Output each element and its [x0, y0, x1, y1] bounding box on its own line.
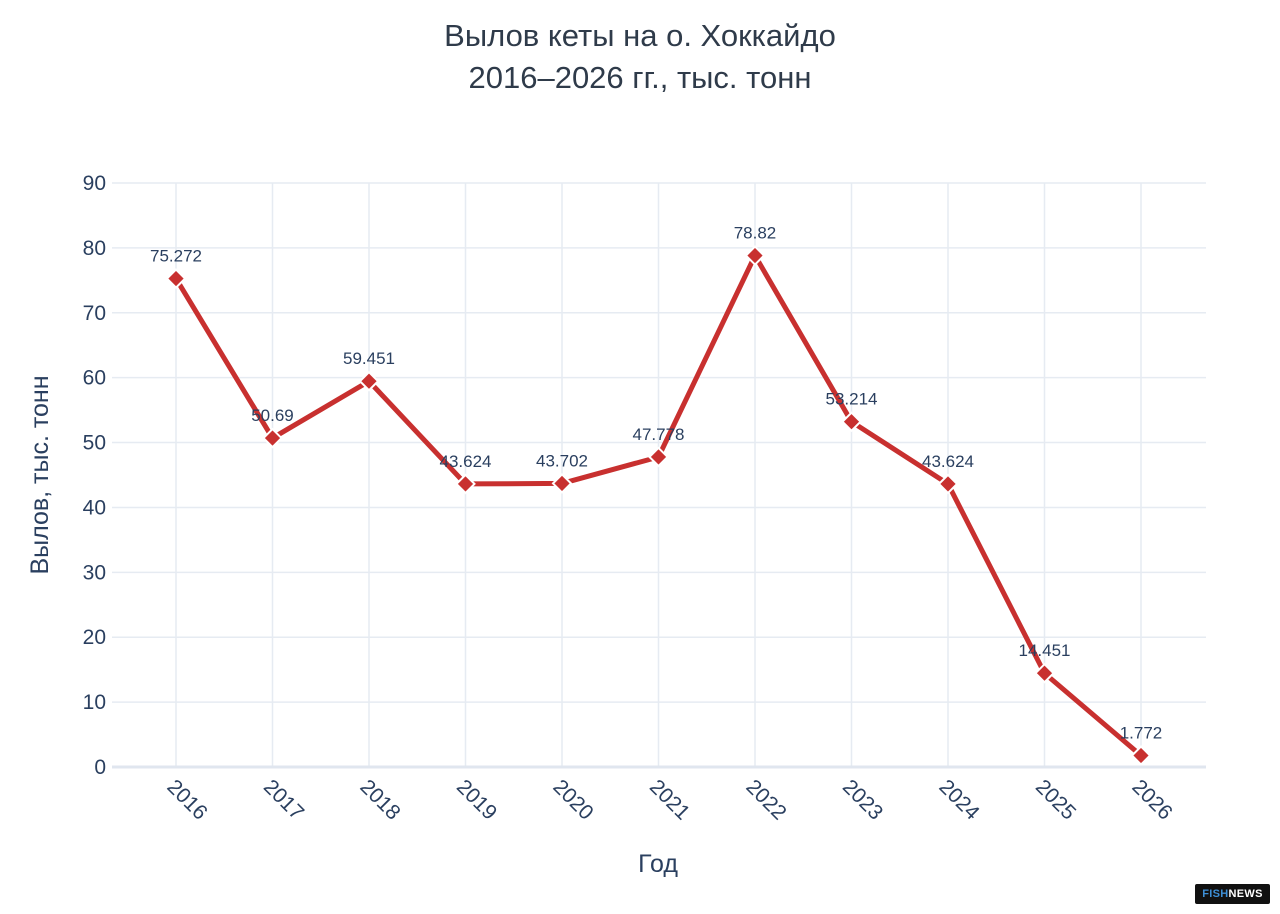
x-tick-label: 2018	[355, 775, 404, 824]
data-label: 53.214	[826, 390, 878, 409]
data-label: 43.624	[922, 452, 974, 471]
x-tick-label: 2024	[934, 775, 984, 825]
data-point	[1034, 662, 1055, 684]
data-label: 43.702	[536, 451, 588, 470]
data-point	[455, 473, 476, 495]
data-point	[358, 370, 380, 392]
x-tick-label: 2020	[548, 775, 597, 824]
y-axis-title: Вылов, тыс. тонн	[26, 375, 54, 574]
data-point	[262, 427, 283, 449]
data-label: 75.272	[150, 247, 202, 266]
x-tick-label: 2019	[452, 775, 501, 824]
data-point	[937, 473, 959, 495]
data-label: 78.82	[734, 224, 777, 243]
axes: 0 10 20 30 40 50 60 70 80 90 2016 2017 2018 2019 2020 2…	[83, 172, 1177, 825]
y-tick-label: 50	[83, 432, 106, 455]
data-point	[1130, 745, 1152, 766]
y-tick-label: 20	[83, 626, 106, 649]
data-point	[551, 473, 573, 494]
data-point	[744, 245, 766, 266]
data-point	[648, 446, 669, 468]
y-tick-label: 0	[94, 756, 106, 779]
x-tick-label: 2017	[259, 775, 308, 824]
series-catch	[165, 245, 1152, 766]
x-tick-label: 2026	[1127, 775, 1176, 824]
y-tick-label: 90	[83, 172, 106, 195]
data-label: 43.624	[440, 452, 492, 471]
logo-part-fish: FISH	[1202, 888, 1229, 900]
y-tick-label: 60	[83, 367, 106, 390]
x-tick-label: 2025	[1031, 775, 1080, 824]
y-tick-label: 40	[83, 496, 106, 519]
data-label: 14.451	[1019, 641, 1071, 660]
data-label: 59.451	[343, 349, 395, 368]
x-tick-label: 2016	[162, 775, 211, 824]
data-label: 1.772	[1120, 724, 1163, 743]
logo-part-news: NEWS	[1228, 888, 1263, 900]
data-label: 50.69	[251, 406, 294, 425]
x-tick-label: 2022	[741, 775, 790, 824]
data-label: 47.778	[633, 425, 685, 444]
x-axis-title: Год	[638, 850, 678, 878]
x-tick-label: 2023	[838, 775, 887, 824]
data-point	[165, 268, 187, 289]
y-tick-label: 30	[83, 561, 106, 584]
y-tick-label: 70	[83, 302, 106, 325]
y-tick-label: 10	[83, 691, 106, 714]
fishnews-logo: FISHNEWS	[1195, 884, 1270, 904]
data-labels: 75.272 50.69 59.451 43.624 43.702 47.778 78.82…	[150, 224, 1162, 743]
y-tick-label: 80	[83, 237, 106, 260]
data-point	[841, 411, 862, 433]
x-tick-label: 2021	[645, 775, 694, 824]
chart-title-line-2: 2016–2026 гг., тыс. тонн	[469, 60, 812, 95]
chart-title-line-1: Вылов кеты на о. Хоккайдо	[444, 18, 836, 53]
